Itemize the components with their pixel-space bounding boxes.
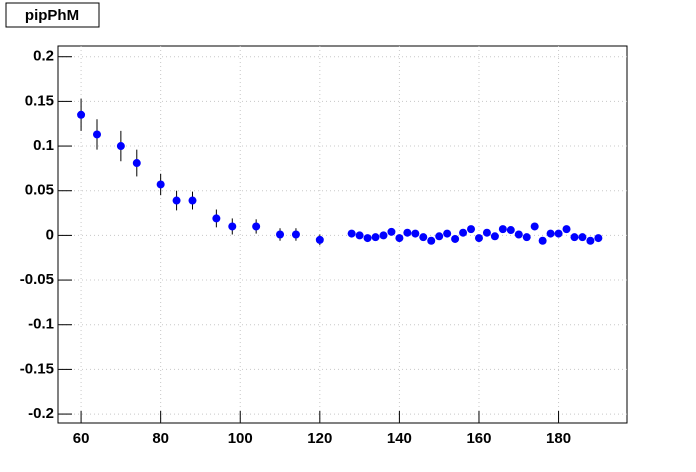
data-point: [77, 110, 86, 119]
data-point: [363, 234, 372, 243]
x-tick-label: 100: [228, 430, 253, 447]
x-tick-label: 60: [73, 430, 90, 447]
title-box: [5, 2, 100, 28]
y-tick-label: 0: [46, 226, 54, 243]
data-point: [228, 222, 237, 231]
data-point: [530, 222, 539, 231]
data-point: [467, 225, 476, 234]
data-point: [435, 232, 444, 241]
data-point: [578, 233, 587, 242]
data-point: [451, 234, 460, 243]
data-point: [546, 229, 555, 238]
data-point: [347, 229, 356, 238]
data-point: [116, 142, 125, 151]
data-point: [474, 234, 483, 243]
x-tick-label: 120: [307, 430, 332, 447]
data-point: [562, 225, 571, 234]
data-point: [554, 229, 563, 238]
data-point: [498, 225, 507, 234]
data-point: [252, 222, 261, 231]
x-tick-label: 140: [387, 430, 412, 447]
data-point: [379, 231, 388, 240]
data-point: [419, 233, 428, 242]
data-point: [427, 236, 436, 245]
y-tick-label: -0.1: [28, 316, 54, 333]
data-point: [443, 229, 452, 238]
data-point: [132, 159, 141, 168]
y-tick-label: -0.2: [28, 405, 54, 422]
plot-frame: [57, 45, 628, 424]
data-point: [315, 235, 324, 244]
data-point: [411, 229, 420, 238]
chart-title: pipPhM: [25, 7, 79, 24]
data-point: [490, 232, 499, 241]
data-point: [92, 130, 101, 139]
data-point: [570, 233, 579, 242]
y-tick-label: -0.05: [20, 271, 54, 288]
y-tick-label: -0.15: [20, 360, 54, 377]
data-point: [172, 196, 181, 205]
data-point: [514, 230, 523, 239]
data-point: [586, 236, 595, 245]
data-point: [212, 214, 221, 223]
data-point: [276, 230, 285, 239]
data-point: [403, 228, 412, 237]
data-point: [538, 236, 547, 245]
data-point: [594, 234, 603, 243]
data-point: [371, 233, 380, 242]
data-point: [291, 230, 300, 239]
data-point: [387, 227, 396, 236]
data-point: [355, 231, 364, 240]
data-point: [459, 228, 468, 237]
x-tick-label: 160: [466, 430, 491, 447]
data-point: [482, 228, 491, 237]
y-tick-label: 0.05: [25, 182, 54, 199]
data-point: [506, 226, 515, 235]
x-tick-label: 180: [546, 430, 571, 447]
y-tick-label: 0.2: [33, 48, 54, 65]
y-tick-label: 0.15: [25, 92, 54, 109]
data-point: [522, 233, 531, 242]
x-tick-label: 80: [152, 430, 169, 447]
data-point: [188, 196, 197, 205]
data-point: [156, 180, 165, 189]
y-tick-label: 0.1: [33, 137, 54, 154]
data-point: [395, 234, 404, 243]
